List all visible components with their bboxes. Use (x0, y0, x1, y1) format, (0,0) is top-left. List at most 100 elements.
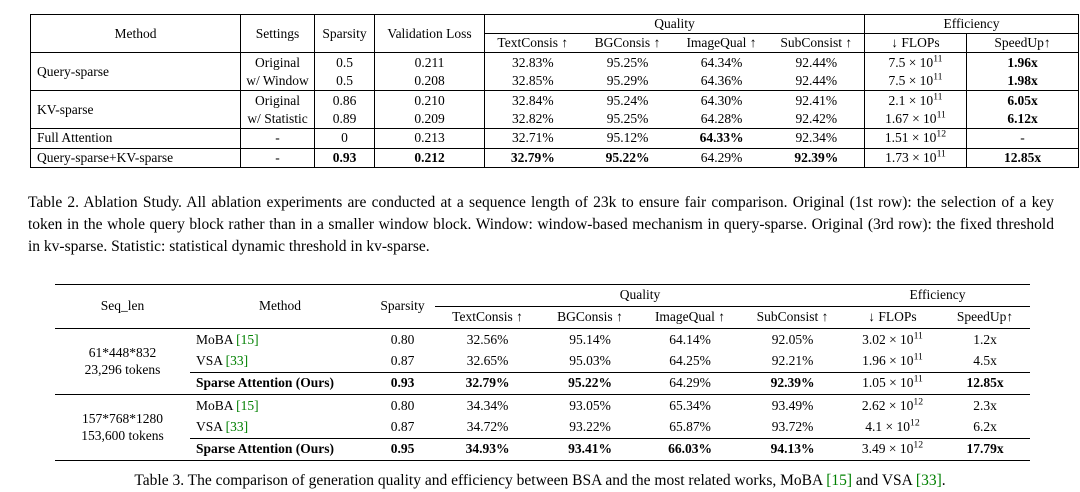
col-header-speedup: SpeedUp↑ (966, 33, 1079, 54)
col-header-bgconsis: BGConsis ↑ (540, 306, 640, 329)
table-cell: 32.85% (511, 73, 554, 89)
table-cell: 1.73 × 1011 (864, 147, 967, 168)
table2-body: Query-sparse Original 0.5 0.211 32.83% 95.25%… (30, 52, 1079, 168)
table-cell: 32.56% (435, 328, 540, 351)
table-row: VSA [33] 0.87 32.65% 95.03% 64.25% 92.21% 1.96… (55, 351, 1030, 373)
table-cell: 92.05% (740, 328, 845, 351)
col-header-method: Method (30, 14, 241, 54)
col-header-textconsis: TextConsis ↑ (435, 306, 540, 329)
col-header-imagequal: ImageQual ↑ (640, 306, 740, 329)
ablation-study-table: Method Settings Sparsity Validation Loss… (30, 14, 1080, 168)
table-cell: 64.33% (674, 128, 769, 149)
table-cell: 64.28% (700, 111, 743, 127)
table-cell: 95.29% (606, 73, 649, 89)
table-cell: 92.39% (768, 147, 865, 168)
table-row: Query-sparse Original 0.5 0.211 32.83% 95.25%… (30, 52, 1079, 91)
table-cell: 0.93 (314, 147, 375, 168)
col-header-flops: ↓ FLOPs (864, 33, 967, 54)
method-cell: Full Attention (30, 128, 241, 149)
table-cell: Original (240, 52, 315, 72)
table-cell: Sparse Attention (Ours) (190, 372, 370, 395)
col-header-settings: Settings (240, 14, 315, 54)
table-cell: 0.86 (314, 90, 375, 110)
table-cell: 92.34% (768, 128, 865, 149)
table-cell: 0.93 (370, 372, 435, 395)
table-cell: 92.39% (740, 372, 845, 395)
table-cell: 0.210 (374, 90, 485, 110)
table-cell: 95.12% (580, 128, 675, 149)
citation-ref: [33] (915, 472, 942, 489)
table-cell: 0.213 (374, 128, 485, 149)
method-cell: KV-sparse (30, 90, 241, 129)
table-row: Sparse Attention (Ours) 0.95 34.93% 93.41% 6… (55, 438, 1031, 461)
table-cell: 0.5 (314, 71, 375, 91)
table2-container: Method Settings Sparsity Validation Loss… (30, 14, 1080, 168)
table-cell: 6.05x (966, 90, 1079, 110)
table-cell: 2.62 × 1012 (845, 394, 940, 417)
table-cell: 93.49% (740, 394, 845, 417)
table-cell: 1.51 × 1012 (864, 128, 967, 149)
table-row: w/ Window 0.5 0.208 32.85% 95.29% 64.36% 92.44… (31, 71, 1079, 91)
table-cell: 1.98x (1007, 73, 1038, 89)
table-cell: 64.25% (669, 353, 711, 369)
table-cell: 3.02 × 1011 (845, 328, 940, 351)
table-cell: 0.80 (370, 328, 435, 351)
table-header-row: Seq_len Method Sparsity Quality Efficien… (55, 284, 1031, 329)
table-cell: 32.79% (435, 372, 540, 395)
table-cell: 32.65% (466, 353, 509, 369)
table-cell: 66.03% (640, 438, 740, 461)
table-cell: 64.36% (700, 73, 743, 89)
table-cell: 64.34% (674, 52, 769, 72)
citation-ref: [15] (236, 397, 259, 413)
table-cell: 65.34% (640, 394, 740, 417)
table2-caption: Table 2. Ablation Study. All ablation ex… (28, 194, 1054, 255)
table-cell: 95.14% (540, 328, 640, 351)
table-cell: 1.67 × 1011 (864, 109, 967, 129)
table-cell: 7.5 × 1011 (864, 52, 967, 72)
table-cell: 7.5 × 1011 (864, 71, 967, 91)
table3-caption: Table 3. The comparison of generation qu… (134, 472, 946, 489)
table-cell: 95.22% (540, 372, 640, 395)
table-cell: Original (240, 90, 315, 110)
col-group-efficiency: Efficiency (864, 14, 1079, 35)
table-cell: 95.03% (569, 353, 611, 369)
table-cell: 0.212 (374, 147, 485, 168)
table-subheader-row: TextConsis ↑ BGConsis ↑ ImageQual ↑ SubC… (55, 306, 1031, 329)
table-row: Sparse Attention (Ours) 0.93 32.79% 95.22% 6… (55, 372, 1031, 395)
table-cell: 94.13% (740, 438, 845, 461)
table-row: 61*448*832 23,296 tokens MoBA [15] 0.80 32.5… (55, 328, 1031, 395)
table-cell: 93.05% (540, 394, 640, 417)
table-cell: 4.1 × 1012 (865, 417, 920, 435)
col-header-speedup: SpeedUp↑ (940, 306, 1031, 329)
table-cell: 1.96 × 1011 (862, 351, 923, 369)
table-row: w/ Statistic 0.89 0.209 32.82% 95.25% 64.28% 9… (31, 109, 1079, 129)
table-cell: 95.25% (606, 111, 649, 127)
table-cell: - (966, 128, 1079, 149)
table-cell: 32.84% (484, 90, 581, 110)
table-cell: 0.95 (370, 438, 435, 461)
col-header-flops: ↓ FLOPs (845, 306, 940, 329)
table-cell: 6.12x (1007, 111, 1038, 127)
table-cell: 32.71% (484, 128, 581, 149)
table3-body: 61*448*832 23,296 tokens MoBA [15] 0.80 32.5… (55, 328, 1031, 461)
col-group-quality: Quality (484, 14, 865, 35)
col-header-sparsity: Sparsity (370, 284, 435, 329)
table-cell: 2.3x (940, 394, 1031, 417)
table3-container: Seq_len Method Sparsity Quality Efficien… (55, 284, 1031, 461)
table-cell: 92.21% (771, 353, 814, 369)
table-cell: 92.41% (768, 90, 865, 110)
table-cell: 12.85x (966, 147, 1079, 168)
table-cell: 0 (314, 128, 375, 149)
table-cell: 32.82% (511, 111, 554, 127)
table-cell: VSA [33] (196, 353, 249, 369)
citation-ref: [33] (225, 419, 249, 435)
citation-ref: [15] (236, 331, 259, 347)
citation-ref: [15] (826, 472, 853, 489)
table-row: VSA [33] 0.87 34.72% 93.22% 65.87% 93.72% 4.1 … (55, 417, 1030, 439)
table-cell: 0.209 (374, 109, 485, 129)
table-subheader-row: TextConsis ↑ BGConsis ↑ ImageQual ↑ SubC… (31, 33, 1079, 54)
table-cell: 32.79% (484, 147, 581, 168)
table-cell: 12.85x (940, 372, 1031, 395)
table-cell: 1.96x (966, 52, 1079, 72)
table-cell: 4.5x (973, 353, 997, 369)
